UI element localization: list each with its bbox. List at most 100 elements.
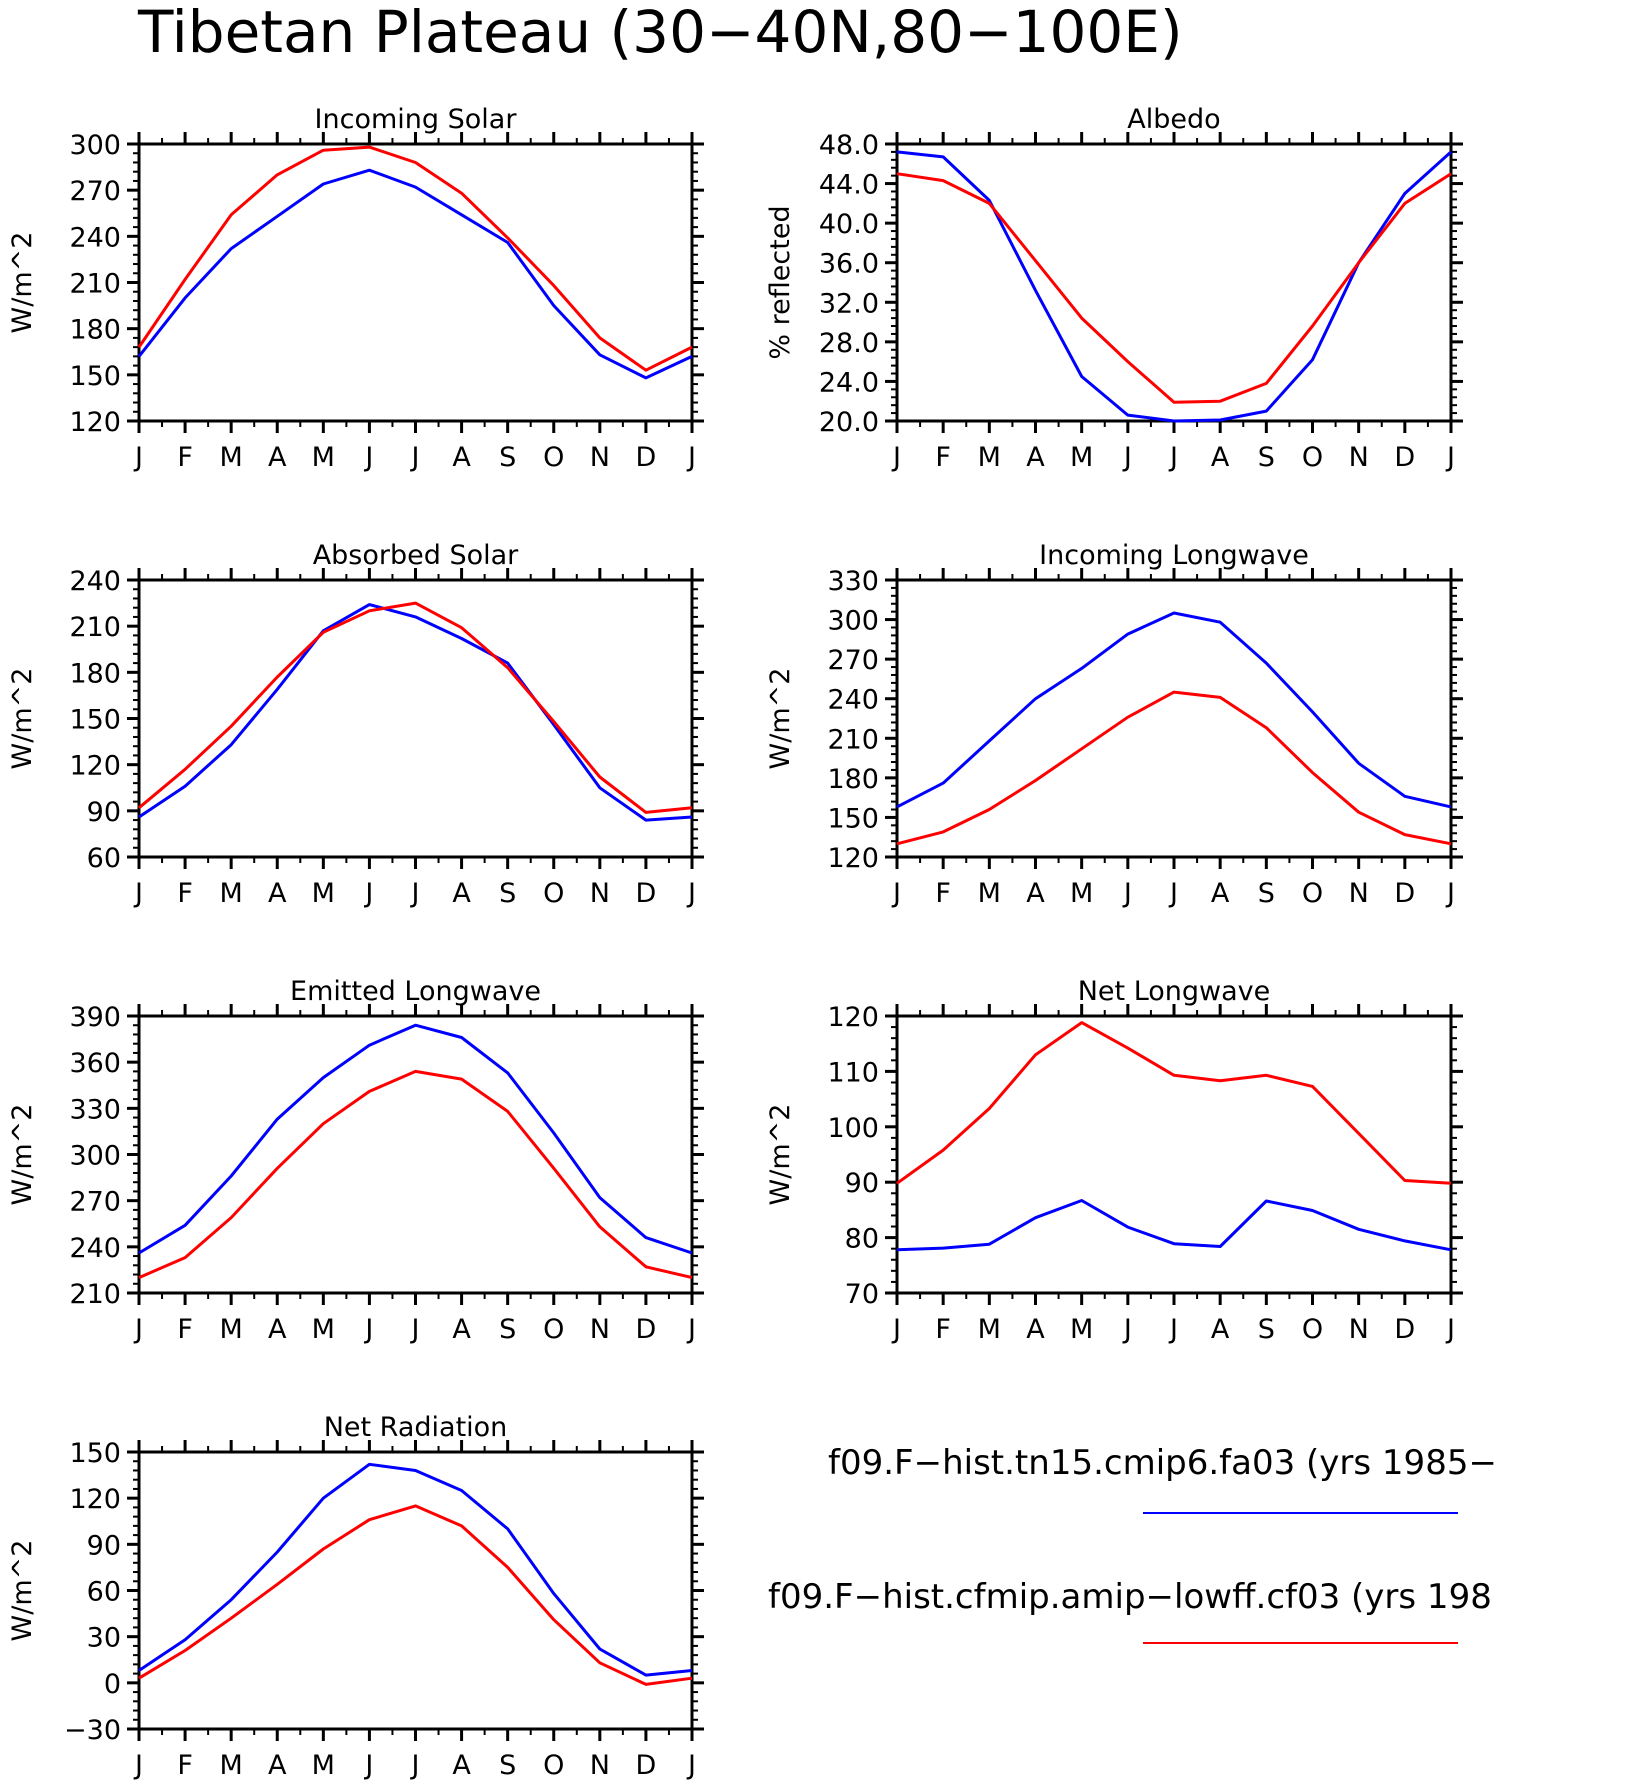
y-tick-label: 330	[827, 566, 879, 597]
panel-title: Net Radiation	[324, 1412, 508, 1443]
y-tick-label: 240	[69, 1233, 121, 1264]
y-tick-label: 150	[69, 705, 121, 736]
x-tick-label: N	[590, 1750, 610, 1781]
x-tick-label: J	[686, 442, 696, 473]
y-tick-label: 300	[69, 1141, 121, 1172]
y-axis-label: W/m^2	[7, 668, 38, 770]
series-line-a	[896, 150, 1453, 423]
x-tick-label: O	[543, 442, 564, 473]
x-tick-label: A	[452, 1750, 471, 1781]
x-tick-label: A	[268, 1314, 287, 1345]
x-tick-label: S	[499, 1314, 516, 1345]
y-tick-label: 48.0	[819, 130, 879, 161]
y-tick-label: 80	[845, 1224, 879, 1255]
x-tick-label: J	[363, 878, 373, 909]
panel-title: Absorbed Solar	[313, 540, 519, 571]
x-tick-label: J	[686, 1314, 696, 1345]
series-line-b	[137, 145, 693, 372]
y-tick-label: 210	[69, 1279, 121, 1310]
x-tick-label: A	[268, 878, 287, 909]
x-tick-label: N	[1349, 442, 1369, 473]
y-tick-label: 360	[69, 1048, 121, 1079]
series-line-b	[896, 1021, 1452, 1185]
series-line-a	[138, 1462, 693, 1677]
series-line-a	[138, 603, 693, 822]
x-tick-label: S	[1258, 442, 1275, 473]
legend: f09.F−hist.tn15.cmip6.fa03 (yrs 1985− f0…	[768, 1443, 1497, 1644]
x-tick-label: D	[1394, 878, 1415, 909]
y-tick-label: 90	[845, 1168, 879, 1199]
panel-title: Incoming Longwave	[1039, 540, 1309, 571]
series-line-a	[896, 1199, 1452, 1252]
y-axis-label: W/m^2	[765, 668, 796, 770]
x-tick-label: J	[891, 1314, 901, 1345]
x-tick-label: J	[1445, 1314, 1455, 1345]
y-tick-label: 28.0	[819, 328, 879, 359]
x-tick-label: J	[1122, 442, 1132, 473]
x-tick-label: J	[133, 878, 143, 909]
y-tick-label: 150	[69, 361, 121, 392]
y-tick-label: 0	[104, 1669, 121, 1700]
plot-frame	[137, 1450, 694, 1731]
x-tick-label: M	[978, 878, 1001, 909]
y-tick-label: 210	[69, 269, 121, 300]
x-tick-label: O	[543, 1314, 564, 1345]
plot-frame	[895, 1014, 1453, 1295]
y-tick-label: 180	[69, 658, 121, 689]
x-tick-label: M	[978, 1314, 1001, 1345]
y-tick-label: 300	[69, 130, 121, 161]
y-axis-label: W/m^2	[765, 1104, 796, 1206]
series-line-b	[138, 601, 693, 814]
x-tick-label: J	[686, 878, 696, 909]
x-tick-label: F	[177, 878, 193, 909]
series-line-b	[138, 1069, 693, 1280]
panel-title: Albedo	[1127, 104, 1220, 135]
y-tick-label: 36.0	[819, 249, 879, 280]
x-tick-label: A	[452, 878, 471, 909]
y-tick-label: 270	[827, 645, 879, 676]
y-tick-label: 120	[827, 1002, 879, 1033]
x-tick-label: J	[363, 442, 373, 473]
y-tick-label: 150	[69, 1438, 121, 1469]
y-tick-label: 240	[69, 222, 121, 253]
y-tick-label: 60	[87, 1577, 121, 1608]
x-tick-label: N	[590, 878, 610, 909]
plot-frame	[895, 142, 1453, 423]
series-line-b	[138, 1504, 693, 1686]
series-line-a	[137, 168, 693, 380]
x-tick-label: M	[220, 442, 243, 473]
y-tick-label: 90	[87, 1530, 121, 1561]
y-tick-label: 70	[845, 1279, 879, 1310]
x-tick-label: J	[133, 442, 143, 473]
x-tick-label: S	[1258, 878, 1275, 909]
y-tick-label: −30	[64, 1715, 121, 1746]
x-tick-label: M	[312, 1750, 335, 1781]
x-tick-label: J	[1445, 442, 1455, 473]
x-tick-label: A	[1026, 1314, 1045, 1345]
figure-title: Tibetan Plateau (30−40N,80−100E)	[137, 0, 1183, 66]
x-tick-label: M	[1070, 1314, 1093, 1345]
y-tick-label: 270	[69, 176, 121, 207]
y-tick-label: 330	[69, 1094, 121, 1125]
x-tick-label: S	[1258, 1314, 1275, 1345]
y-axis-label: W/m^2	[7, 1104, 38, 1206]
x-tick-label: O	[1302, 1314, 1323, 1345]
y-tick-label: 120	[827, 843, 879, 874]
y-tick-label: 40.0	[819, 209, 879, 240]
legend-entry-a-label: f09.F−hist.tn15.cmip6.fa03 (yrs 1985−	[828, 1443, 1497, 1483]
y-tick-label: 110	[827, 1057, 879, 1088]
plot-frame	[137, 578, 694, 859]
y-axis-label: W/m^2	[7, 1540, 38, 1642]
x-tick-label: F	[935, 442, 951, 473]
y-tick-label: 90	[87, 797, 121, 828]
x-tick-label: J	[133, 1314, 143, 1345]
x-tick-label: J	[1168, 1314, 1178, 1345]
y-tick-label: 100	[827, 1113, 879, 1144]
x-tick-label: J	[891, 442, 901, 473]
